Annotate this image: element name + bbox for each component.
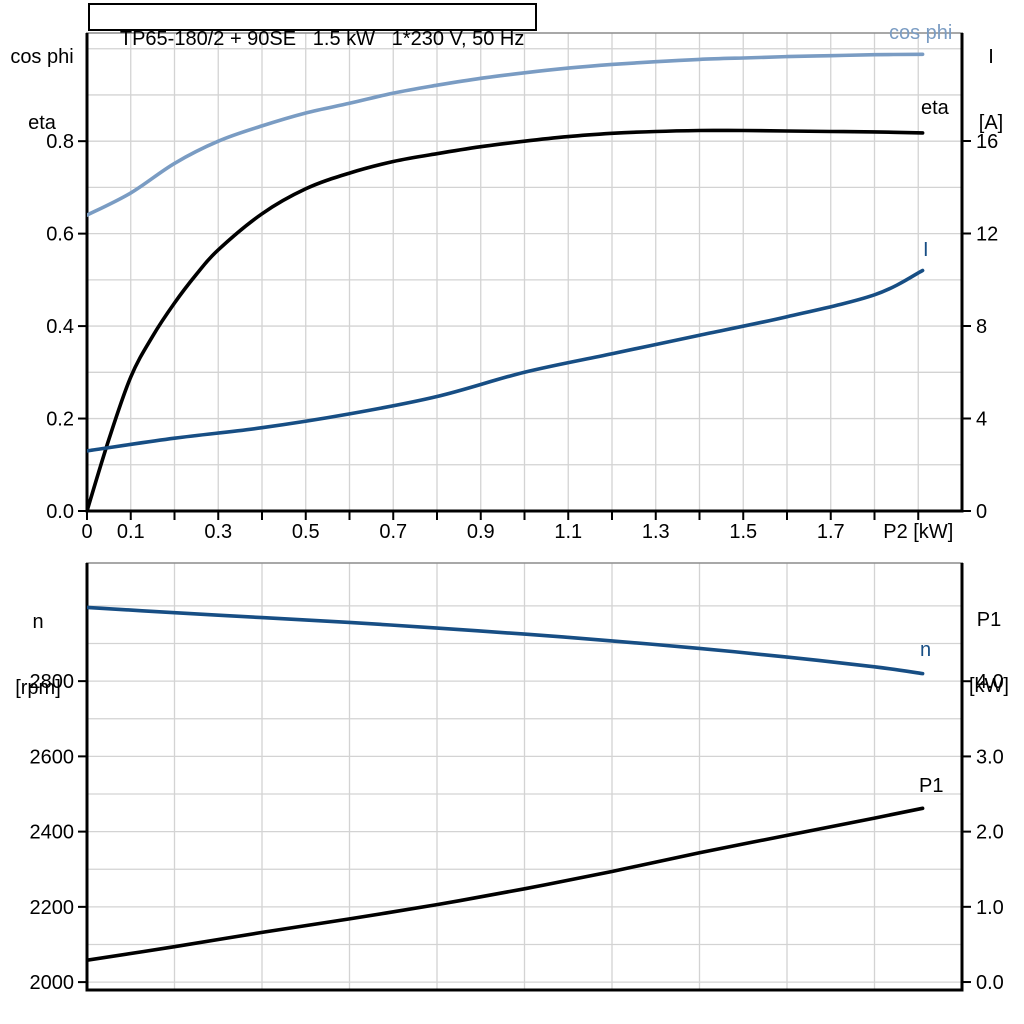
top-x-tick-label: 1.7 (817, 521, 845, 543)
cos-phi-curve-label: cos phi (889, 22, 953, 44)
bottom-curves (87, 605, 925, 962)
top-x-tick-label: 1.3 (642, 521, 670, 543)
top-x-tick-label: 0.5 (292, 521, 320, 543)
top-x-tick-label: 0.9 (467, 521, 495, 543)
top-x-tick-label: 0.1 (117, 521, 145, 543)
top-y-right-tick-label: 16 (976, 131, 998, 153)
eta-axis-label: eta (28, 112, 56, 134)
top-y-right-tick-label: 0 (976, 501, 987, 523)
top-left-axis-header: cos phi eta (4, 2, 80, 178)
bottom-y-right-tick-label: 3.0 (976, 746, 1004, 768)
top-curves (87, 52, 925, 513)
bottom-y-left-tick-label: 2400 (30, 822, 75, 844)
bottom-y-right-tick-label: 2.0 (976, 822, 1004, 844)
bottom-y-left-tick-label: 2000 (30, 972, 75, 994)
current-curve (87, 268, 925, 453)
cos-phi-axis-label: cos phi (10, 46, 74, 68)
bottom-y-right-tick-label: 4.0 (976, 671, 1004, 693)
bottom-y-left-tick-label: 2600 (30, 746, 75, 768)
top-x-tick-label: 0 (81, 521, 92, 543)
bottom-y-left-tick-label: 2200 (30, 897, 75, 919)
bottom-chart: 2000 2200 2400 2600 2800 0.0 1.0 2.0 3.0 4.0 (30, 562, 1004, 994)
bottom-y-right-tick-label: 0.0 (976, 972, 1004, 994)
current-axis-label: I (988, 46, 994, 68)
top-y-left-tick-label: 0.0 (46, 501, 74, 523)
eta-curve-label: eta (921, 97, 949, 119)
speed-axis-label: n (32, 611, 44, 633)
cos-phi-curve (87, 52, 925, 217)
speed-curve (87, 605, 925, 676)
top-y-left-tick-label: 0.4 (46, 316, 74, 338)
chart-title: TP65-180/2 + 90SE 1.5 kW 1*230 V, 50 Hz (119, 28, 525, 50)
top-right-axis-header: I [A] (964, 2, 1018, 178)
top-y-left-tick-label: 0.2 (46, 409, 74, 431)
bottom-y-right-tick-label: 1.0 (976, 897, 1004, 919)
top-y-left-tick-label: 0.8 (46, 131, 74, 153)
power-curve (87, 806, 925, 962)
bottom-y-left-tick-label: 2800 (30, 671, 75, 693)
power-axis-label: P1 (976, 609, 1002, 631)
top-y-left-tick-label: 0.6 (46, 224, 74, 246)
current-axis-unit: [A] (978, 112, 1004, 134)
top-y-right-tick-label: 12 (976, 223, 998, 245)
bottom-right-axis-header: P1 [kW] (960, 565, 1018, 741)
top-x-axis-title: P2 [kW] (883, 521, 953, 543)
power-axis-unit: [kW] (969, 675, 1009, 697)
top-y-right-tick-label: 4 (976, 408, 987, 430)
top-x-tick-label: 1.5 (729, 521, 757, 543)
top-x-tick-label: 1.1 (554, 521, 582, 543)
eta-curve (87, 128, 925, 513)
top-y-right-tick-label: 8 (976, 316, 987, 338)
bottom-left-axis-header: n [rpm] (6, 567, 70, 743)
speed-axis-unit: [rpm] (15, 677, 61, 699)
power-curve-label: P1 (919, 775, 944, 797)
top-x-tick-label: 0.7 (379, 521, 407, 543)
top-x-tick-label: 0.3 (204, 521, 232, 543)
top-chart: 0 0.1 0.3 0.5 0.7 0.9 1.1 1.3 1.5 1.7 P2 [kW] 0.0 0.… (46, 32, 998, 543)
speed-curve-label: n (920, 639, 932, 661)
current-curve-label: I (923, 239, 929, 261)
chart-title-box: TP65-180/2 + 90SE 1.5 kW 1*230 V, 50 Hz (88, 3, 537, 50)
